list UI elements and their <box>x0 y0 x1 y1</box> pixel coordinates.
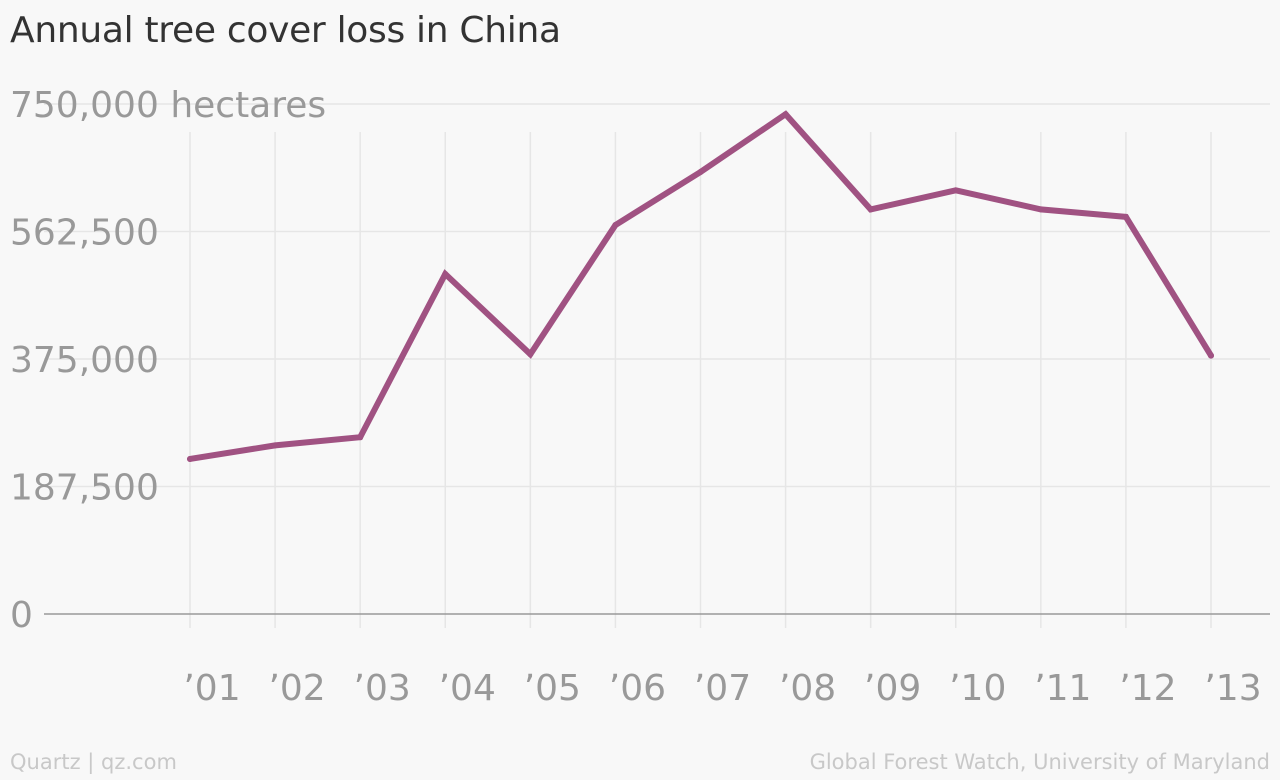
x-tick-label: ’03 <box>354 668 411 709</box>
x-tick-label: ’09 <box>864 668 921 709</box>
x-tick-label: ’01 <box>183 668 240 709</box>
data-point <box>867 206 874 213</box>
data-point <box>272 442 279 449</box>
x-tick-label: ’12 <box>1119 668 1176 709</box>
x-tick-label: ’02 <box>268 668 325 709</box>
y-tick-label: 187,500 <box>10 468 159 509</box>
x-tick-label: ’13 <box>1204 668 1261 709</box>
x-axis-ticks: ’01 ’02 ’03 ’04 ’05 ’06 ’07 ’08 ’09 ’10 ’11 ’12 ’13 <box>183 668 1261 709</box>
chart-title: Annual tree cover loss in China <box>10 10 561 51</box>
x-tick-label: ’06 <box>609 668 666 709</box>
data-point <box>952 187 959 194</box>
x-tick-label: ’07 <box>694 668 751 709</box>
data-point <box>527 351 534 358</box>
data-point <box>442 271 449 277</box>
y-tick-label: 375,000 <box>10 340 159 381</box>
y-tick-label: 750,000 hectares <box>10 85 326 126</box>
data-point <box>1037 206 1044 213</box>
grid-lines <box>44 103 1270 628</box>
data-point <box>187 455 193 462</box>
data-point <box>782 111 789 118</box>
x-tick-label: ’10 <box>949 668 1006 709</box>
data-point <box>697 169 704 175</box>
data-point <box>357 434 364 441</box>
y-tick-label: 0 <box>10 595 33 636</box>
publisher-credit: Quartz | qz.com <box>10 750 177 774</box>
x-tick-label: ’08 <box>779 668 836 709</box>
y-axis-ticks: 0 187,500 375,000 562,500 750,000 hectares <box>10 85 326 636</box>
data-points <box>187 111 1214 462</box>
x-tick-label: ’11 <box>1034 668 1091 709</box>
x-tick-label: ’05 <box>524 668 581 709</box>
data-point <box>1208 352 1214 359</box>
data-source: Global Forest Watch, University of Maryl… <box>809 750 1270 774</box>
y-tick-label: 562,500 <box>10 213 159 254</box>
x-tick-label: ’04 <box>439 668 496 709</box>
data-point <box>1122 213 1129 220</box>
data-point <box>612 222 619 229</box>
